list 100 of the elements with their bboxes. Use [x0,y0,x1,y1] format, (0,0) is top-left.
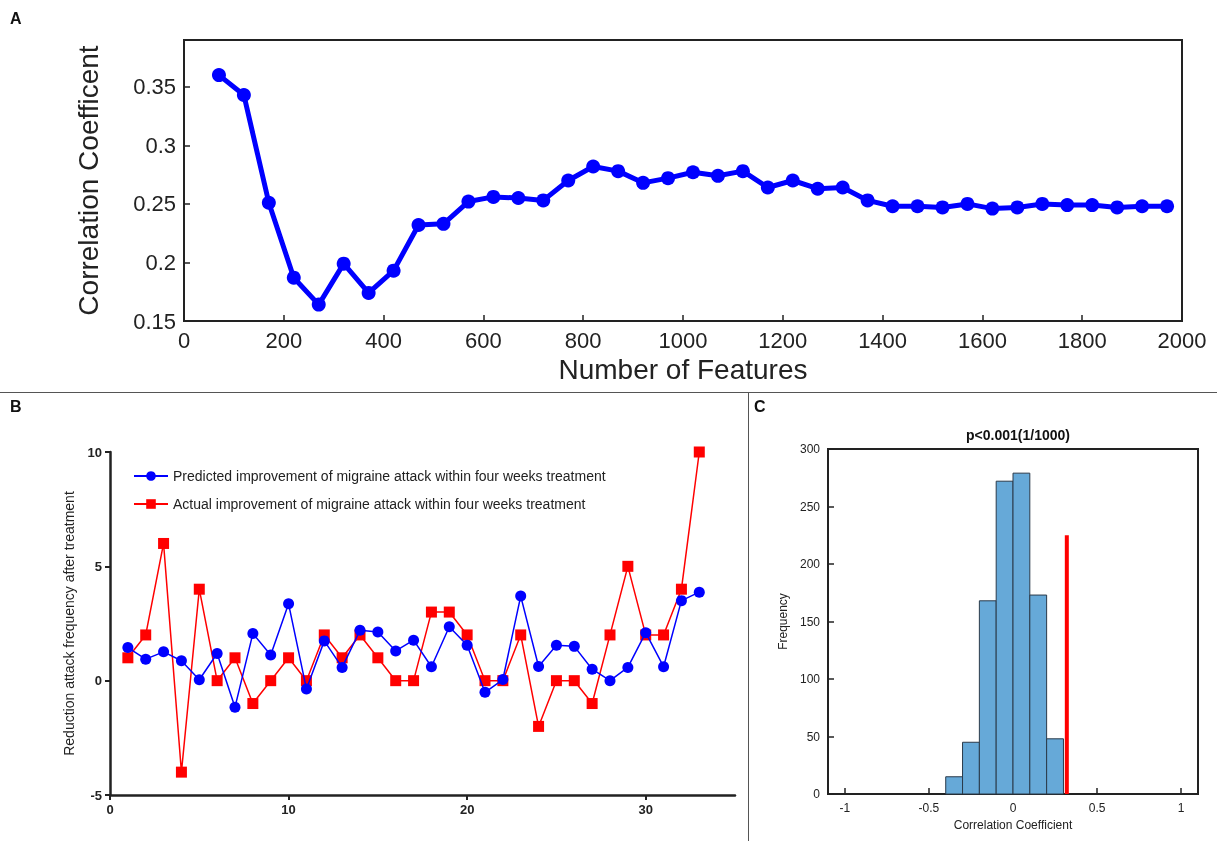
point [193,674,205,686]
y-tick-label: -5 [90,787,102,803]
point [586,159,601,174]
point [175,766,187,778]
x-tick-label: 1800 [1057,327,1107,353]
point [211,675,223,687]
point [436,216,451,231]
x-tick-label: -1 [839,801,851,815]
point [443,606,455,618]
point [318,635,330,647]
point [810,181,825,196]
legend-label: Actual improvement of migraine attack within four weeks treatment [173,496,586,512]
point [336,256,351,271]
y-tick-label: 0.2 [145,249,176,275]
point [910,199,925,214]
point [550,675,562,687]
point [461,194,476,209]
x-tick-label: 600 [465,327,502,353]
point [511,191,526,206]
point [568,675,580,687]
point [175,655,187,667]
y-tick-label: 150 [799,614,821,629]
point [158,537,170,549]
point [425,661,437,673]
point [675,595,687,607]
point [860,193,875,208]
point [604,629,616,641]
point [247,628,259,640]
point [693,446,705,458]
point [265,649,277,661]
point [675,583,687,595]
legend-label: Predicted improvement of migraine attack within four weeks treatment [173,468,606,484]
x-tick-label: 1000 [658,327,708,353]
point [122,652,134,664]
point [300,683,312,695]
point [236,88,251,103]
point [286,270,301,285]
point [636,175,651,190]
point [283,652,295,664]
y-tick-label: 5 [94,558,102,574]
point [661,171,676,186]
point [985,201,1000,216]
point [1110,200,1125,215]
point [408,634,420,646]
y-tick-label: 0.35 [133,74,176,100]
point [561,173,576,188]
y-tick-label: 300 [799,442,821,456]
x-tick-label: 2000 [1157,327,1207,353]
y-tick-label: 100 [799,672,821,686]
chart-title: p<0.001(1/1000) [966,427,1070,443]
x-tick-label: 1200 [758,327,808,353]
point [835,180,850,195]
point [533,660,545,672]
x-tick-label: -0.5 [918,801,940,815]
point [960,196,975,211]
point [710,168,725,183]
point [372,626,384,638]
text: A [10,9,22,27]
point [568,640,580,652]
point [372,652,384,664]
x-tick-label: 30 [638,802,653,817]
x-tick-label: 400 [365,327,402,353]
point [311,297,326,312]
x-tick-label: 1600 [957,327,1007,353]
point [785,173,800,188]
x-axis-title: Number of Features [558,354,808,386]
y-axis-title: Frequency [776,593,791,650]
y-tick-label: 50 [806,729,821,744]
point [122,642,134,654]
point [885,199,900,214]
point [390,675,402,687]
point [611,164,626,179]
point [658,629,670,641]
point [408,675,420,687]
point [622,560,634,572]
x-tick-label: 0 [1009,801,1017,815]
x-tick-label: 0.5 [1088,801,1106,815]
point [211,647,223,659]
y-tick-label: 200 [799,557,821,571]
point [211,68,226,83]
x-tick-label: 800 [564,327,602,353]
point [550,639,562,651]
point [361,285,376,300]
x-tick-label: 1 [1177,801,1185,815]
point [193,583,205,595]
point [515,590,527,602]
x-tick-label: 20 [459,802,475,817]
point [1085,198,1100,213]
point [935,200,950,215]
y-tick-label: 0 [813,787,821,801]
point [265,675,277,687]
y-tick-label: 0.3 [145,132,176,158]
point [1135,199,1150,214]
point [390,645,402,657]
point [443,621,455,633]
point [515,629,527,641]
point [735,164,750,179]
y-tick-label: 0.15 [133,308,176,334]
point [1035,196,1050,211]
point [283,598,295,610]
